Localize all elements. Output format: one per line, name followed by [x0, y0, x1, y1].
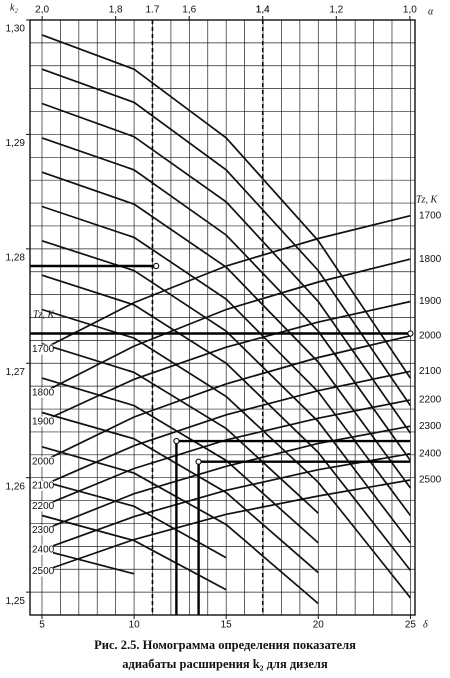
- label-bg: [31, 344, 53, 355]
- x2-tick-label: 1,2: [329, 5, 343, 16]
- tz-label-right: 2200: [419, 395, 442, 406]
- tz-label-right: 1700: [419, 210, 442, 221]
- tz-curve: [41, 452, 411, 551]
- tz-label-left: 2000: [32, 456, 55, 467]
- tz-label-left: 2200: [32, 501, 55, 512]
- alpha-curve: [41, 514, 227, 591]
- caption-line: адиабаты расширения k₂ для дизеля: [122, 657, 328, 671]
- tz-label-left: 2400: [32, 544, 55, 555]
- tz-curve: [41, 300, 411, 423]
- x2-tick-label: 1,4: [256, 5, 270, 16]
- x-tick-label: 10: [129, 620, 141, 631]
- tz-label-left: 1900: [32, 416, 55, 427]
- alpha-curve: [41, 445, 319, 605]
- reference-label: 1.4: [256, 5, 270, 16]
- alpha-curve: [41, 205, 412, 517]
- label-bg: [31, 480, 53, 491]
- y-tick-label: 1,25: [6, 596, 26, 607]
- example-point: [173, 437, 180, 445]
- alpha-curve: [41, 274, 412, 571]
- tz-label-left: 1800: [32, 388, 55, 399]
- x2-tick-label: 1,0: [403, 5, 417, 16]
- reference-label: 1.7: [145, 5, 159, 16]
- y-tick-label: 1,28: [6, 252, 26, 263]
- label-bg: [31, 456, 53, 467]
- tz-curve: [41, 258, 411, 394]
- alpha-curve: [41, 102, 412, 434]
- tz-label-right: 1900: [419, 296, 442, 307]
- tz-curve: [41, 370, 411, 487]
- tz-label-right: 2500: [419, 475, 442, 486]
- tz-label-left: Tz, K: [33, 309, 55, 320]
- alpha-curve: [41, 308, 412, 599]
- alpha-curve: [41, 377, 319, 544]
- label-bg: [31, 388, 53, 399]
- tz-label-right: Tz, K: [416, 194, 438, 205]
- tz-label-right: 2000: [419, 330, 442, 341]
- tz-label-right: 2100: [419, 366, 442, 377]
- alpha-curve: [41, 34, 412, 379]
- alpha-curve: [41, 548, 135, 575]
- tz-curve: [41, 214, 411, 351]
- label-bg: [31, 501, 53, 512]
- plot-frame: [29, 19, 416, 616]
- x2-tick-label: 1,6: [182, 5, 196, 16]
- example-point: [153, 262, 160, 270]
- alpha-curve: [41, 137, 412, 461]
- label-bg: [31, 544, 53, 555]
- example-point: [195, 458, 202, 465]
- alpha-curve: [41, 171, 412, 489]
- labels: 1,25 1,26 1,27 1,28 1,29 1,30 5 10 15 20 25 2,0 1,8 1…: [6, 5, 442, 631]
- y-tick-label: 1,27: [6, 367, 26, 378]
- tz-label-left: 2500: [32, 566, 55, 577]
- x2-tick-label: 2,0: [35, 5, 49, 16]
- alpha-curve: [41, 480, 227, 559]
- x-tick-label: 25: [405, 620, 417, 631]
- tz-label-left: 1700: [32, 344, 55, 355]
- curves: [30, 20, 414, 615]
- label-bg: [31, 566, 53, 577]
- x-tick-label: 5: [39, 620, 45, 631]
- x-axis-label: δ: [423, 619, 428, 630]
- tz-curve: [41, 425, 411, 532]
- y-tick-label: 1,29: [6, 138, 26, 149]
- x-tick-label: 20: [313, 620, 325, 631]
- tz-label-left: 2100: [32, 480, 55, 491]
- alpha-curve: [41, 411, 319, 574]
- x2-axis-label: α: [428, 6, 434, 17]
- x2-tick-label: 1,8: [109, 5, 123, 16]
- example-point: [407, 330, 414, 337]
- tz-curve: [41, 479, 411, 573]
- tz-label-right: 1800: [419, 254, 442, 265]
- y-tick-label: 1,30: [6, 24, 26, 35]
- label-bg: [31, 416, 53, 427]
- label-bg: [31, 525, 53, 536]
- caption-line: Рис. 2.5. Номограмма определения показат…: [94, 638, 356, 652]
- tz-curve: [41, 334, 411, 463]
- y-axis-label: k₂: [10, 2, 18, 13]
- tz-label-left: 2300: [32, 525, 55, 536]
- y-tick-label: 1,26: [6, 481, 26, 492]
- tz-label-right: 2400: [419, 448, 442, 459]
- x-tick-label: 15: [221, 620, 233, 631]
- tz-label-right: 2300: [419, 421, 442, 432]
